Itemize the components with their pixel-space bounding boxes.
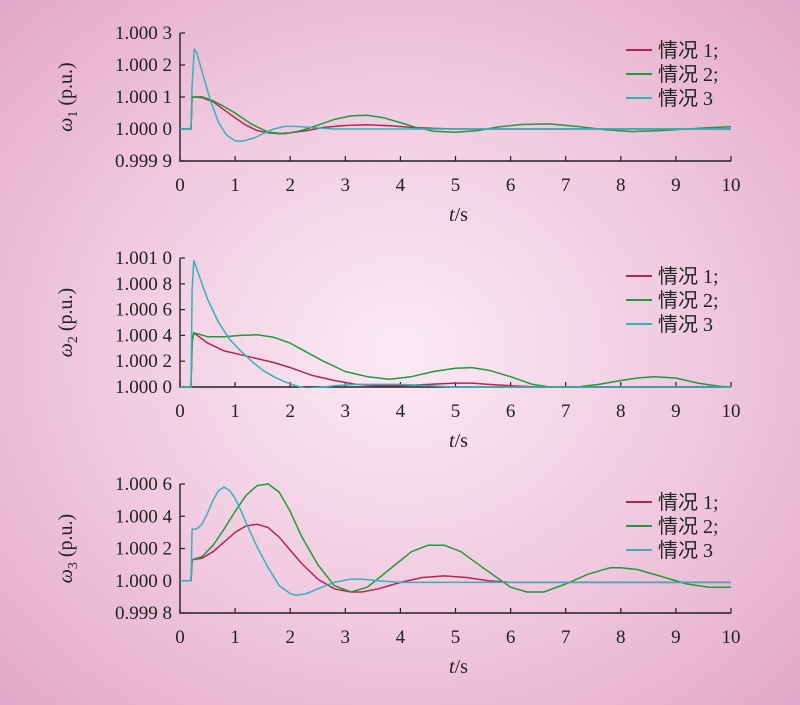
series-line — [180, 486, 731, 597]
series-line — [180, 483, 731, 593]
y-axis-label-subscript: 1 — [66, 111, 81, 118]
x-axis-label-var: t — [449, 204, 455, 226]
legend-label: 情况 2; — [658, 515, 719, 538]
series-line — [180, 48, 731, 142]
x-tick-label: 4 — [396, 627, 406, 648]
legend-label: 情况 1; — [658, 265, 719, 288]
legend-label: 情况 2; — [658, 289, 719, 312]
legend-label: 情况 2; — [658, 63, 719, 86]
y-tick-label: 1.000 6 — [115, 300, 172, 321]
series-line — [180, 95, 732, 135]
chart-omega1: 0 1 2 3 4 5 6 7 8 9 10 1.000 3 1.000 2 1.000 1 1.000 0… — [55, 23, 741, 226]
x-tick-label: 7 — [561, 175, 571, 196]
x-tick-label: 10 — [722, 627, 741, 648]
x-tick-label: 6 — [506, 401, 516, 422]
y-tick-label: 1.000 8 — [115, 274, 172, 295]
x-tick-label: 1 — [230, 627, 240, 648]
x-axis-label-unit: /s — [455, 430, 469, 452]
y-axis-label-unit: (p.u.) — [55, 288, 77, 336]
y-tick-label: 1.000 4 — [115, 325, 173, 346]
series-line — [180, 332, 731, 388]
x-tick-label: 0 — [175, 175, 185, 196]
x-tick-label: 7 — [561, 401, 571, 422]
x-tick-label: 3 — [341, 401, 351, 422]
x-tick-label: 1 — [230, 401, 240, 422]
x-axis-label: t/s — [449, 430, 468, 452]
y-tick-label: 1.000 0 — [115, 377, 172, 398]
x-tick-label: 2 — [285, 175, 295, 196]
x-tick-label: 4 — [396, 175, 406, 196]
y-tick-label: 1.000 2 — [115, 55, 172, 76]
y-tick-label: 1.000 3 — [115, 23, 172, 44]
x-tick-label: 0 — [175, 401, 185, 422]
x-tick-label: 6 — [506, 627, 516, 648]
y-axis-label-symbol: ω — [55, 343, 77, 357]
y-tick-label: 1.000 2 — [115, 351, 172, 372]
y-tick-label: 1.000 6 — [115, 474, 172, 495]
x-axis-label-var: t — [449, 430, 455, 452]
y-tick-label: 1.000 0 — [115, 571, 172, 592]
legend-label: 情况 3 — [658, 87, 713, 110]
x-tick-label: 4 — [396, 401, 406, 422]
y-axis-label: ω3 (p.u.) — [55, 514, 81, 583]
x-tick-label: 9 — [671, 401, 681, 422]
y-tick-label: 1.000 4 — [115, 506, 173, 527]
x-tick-label: 8 — [616, 627, 626, 648]
x-tick-label: 3 — [341, 627, 351, 648]
legend-label: 情况 3 — [658, 313, 713, 336]
y-tick-label: 0.999 9 — [115, 151, 172, 172]
x-axis-label-unit: /s — [455, 656, 469, 678]
series-line — [180, 259, 731, 388]
x-tick-label: 7 — [561, 627, 571, 648]
x-tick-label: 5 — [451, 175, 461, 196]
y-axis-label: ω2 (p.u.) — [55, 288, 81, 357]
chart-omega2: 0 1 2 3 4 5 6 7 8 9 10 1.001 0 1.000 8 1.000 6 1.000 4… — [55, 248, 741, 452]
x-axis-label-unit: /s — [455, 204, 469, 226]
y-axis-label: ω1 (p.u.) — [55, 62, 81, 131]
y-axis-label-subscript: 3 — [66, 562, 81, 569]
y-tick-label: 1.000 1 — [115, 87, 172, 108]
y-axis-label-unit: (p.u.) — [55, 62, 77, 110]
legend-label: 情况 1; — [658, 491, 719, 514]
x-tick-label: 10 — [722, 175, 741, 196]
y-tick-label: 0.999 8 — [115, 603, 172, 624]
x-axis-label: t/s — [449, 656, 468, 678]
plot-axes — [179, 484, 731, 614]
x-tick-label: 8 — [616, 175, 626, 196]
x-tick-label: 9 — [671, 627, 681, 648]
x-tick-label: 3 — [341, 175, 351, 196]
x-tick-label: 2 — [285, 627, 295, 648]
x-tick-label: 9 — [671, 175, 681, 196]
x-tick-label: 8 — [616, 401, 626, 422]
chart-omega3: 0 1 2 3 4 5 6 7 8 9 10 1.000 6 1.000 4 1.000 2 1.000 0… — [55, 474, 741, 678]
legend-label: 情况 3 — [658, 539, 713, 562]
series-line — [180, 332, 732, 388]
x-axis-label-var: t — [449, 656, 455, 678]
x-tick-label: 10 — [722, 401, 741, 422]
y-tick-label: 1.000 2 — [115, 539, 172, 560]
y-tick-label: 1.001 0 — [115, 248, 172, 269]
x-tick-label: 2 — [285, 401, 295, 422]
x-tick-label: 0 — [175, 627, 185, 648]
y-axis-label-subscript: 2 — [66, 336, 81, 343]
legend-label: 情况 1; — [658, 39, 719, 62]
y-axis-label-symbol: ω — [55, 569, 77, 583]
x-tick-label: 5 — [451, 401, 461, 422]
x-tick-label: 5 — [451, 627, 461, 648]
y-tick-label: 1.000 0 — [115, 119, 172, 140]
x-axis-label: t/s — [449, 204, 468, 226]
x-tick-label: 1 — [230, 175, 240, 196]
y-axis-label-unit: (p.u.) — [55, 514, 77, 562]
x-tick-label: 6 — [506, 175, 516, 196]
y-axis-label-symbol: ω — [55, 118, 77, 132]
